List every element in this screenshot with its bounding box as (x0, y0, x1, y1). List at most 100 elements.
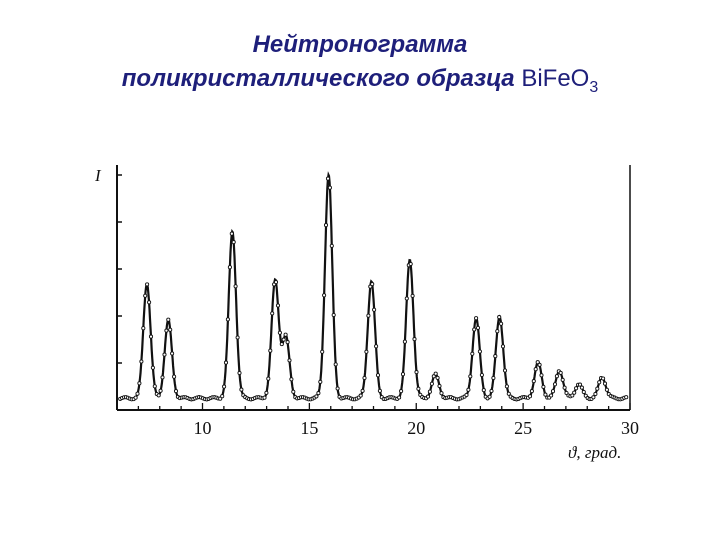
y-axis-label: I (94, 166, 102, 185)
data-point (537, 362, 542, 367)
data-point (231, 240, 236, 245)
data-point (148, 334, 154, 339)
data-point (468, 374, 473, 379)
data-point (372, 307, 377, 312)
data-point (370, 282, 375, 287)
data-point (597, 380, 602, 385)
data-point (416, 386, 421, 391)
x-tick-label: 25 (514, 418, 532, 438)
data-point (581, 389, 586, 395)
data-point (481, 388, 486, 393)
data-point (431, 374, 436, 379)
data-point (360, 388, 365, 393)
data-point (591, 395, 596, 400)
data-point (562, 385, 567, 390)
data-point (291, 389, 296, 394)
data-point (470, 351, 475, 356)
data-point (593, 391, 598, 397)
data-point (552, 382, 558, 387)
data-point (227, 265, 232, 270)
data-point (602, 381, 608, 386)
title-line-1: Нейтронограмма (252, 31, 468, 58)
data-point (218, 396, 223, 401)
data-point (506, 391, 511, 396)
data-point (275, 303, 281, 308)
data-point (137, 381, 142, 386)
data-point (495, 329, 500, 334)
data-point (570, 393, 575, 398)
data-point (433, 371, 438, 376)
data-point (323, 223, 329, 228)
data-point (329, 243, 334, 248)
data-point (554, 374, 559, 379)
title-line-2: поликристаллического образца BiFeO3 (0, 62, 720, 105)
data-point (139, 359, 144, 364)
data-point (541, 384, 546, 389)
data-point (400, 372, 406, 377)
data-point (601, 376, 606, 381)
data-point (489, 388, 494, 394)
data-point (223, 360, 229, 365)
data-point (266, 376, 271, 381)
data-point (474, 316, 479, 321)
data-point (283, 332, 288, 337)
data-point (397, 395, 402, 400)
data-point (277, 330, 282, 335)
data-point (437, 383, 442, 389)
data-point (374, 344, 379, 349)
data-point (504, 384, 509, 389)
data-point (535, 360, 540, 365)
data-point (152, 384, 157, 389)
data-point (429, 381, 434, 386)
data-point (425, 394, 431, 399)
data-point (624, 395, 629, 400)
data-point (281, 337, 286, 342)
data-point (435, 375, 440, 380)
data-point (270, 311, 275, 316)
data-point (487, 394, 492, 399)
data-point (168, 327, 173, 332)
chart-title: Нейтронограмма поликристаллического обра… (0, 28, 720, 105)
data-point (145, 282, 150, 287)
data-point (233, 284, 238, 289)
data-point (550, 389, 556, 394)
data-point (325, 176, 331, 181)
x-tick-label: 10 (194, 418, 212, 438)
data-point (322, 293, 327, 298)
data-point (499, 321, 504, 326)
data-point (408, 261, 413, 267)
data-point (529, 389, 534, 394)
data-point (150, 365, 155, 370)
x-tick-label: 15 (300, 418, 318, 438)
data-point (164, 328, 169, 333)
data-point (527, 394, 533, 399)
data-point (229, 231, 234, 236)
data-point (285, 340, 290, 345)
data-point (500, 344, 506, 349)
data-point (287, 358, 292, 363)
data-point (533, 367, 538, 372)
data-point (166, 317, 171, 322)
data-point (579, 385, 584, 390)
data-point (439, 391, 444, 396)
data-point (543, 392, 548, 397)
data-point (173, 389, 179, 394)
data-point (402, 339, 407, 344)
data-point (318, 379, 323, 384)
data-point (273, 280, 279, 285)
data-point (268, 348, 273, 353)
title-text: поликристаллического образца (121, 65, 515, 92)
data-point (412, 337, 417, 342)
data-point (549, 393, 554, 398)
data-point (497, 315, 502, 320)
formula-main: BiFeO (521, 65, 590, 92)
data-point (377, 388, 382, 393)
data-point (289, 377, 294, 382)
data-point (237, 370, 242, 376)
data-point (502, 368, 508, 373)
data-point (162, 352, 167, 357)
data-point (604, 387, 609, 392)
x-axis-label: ϑ, град. (568, 443, 621, 462)
data-point (475, 325, 481, 330)
data-point (595, 386, 600, 391)
